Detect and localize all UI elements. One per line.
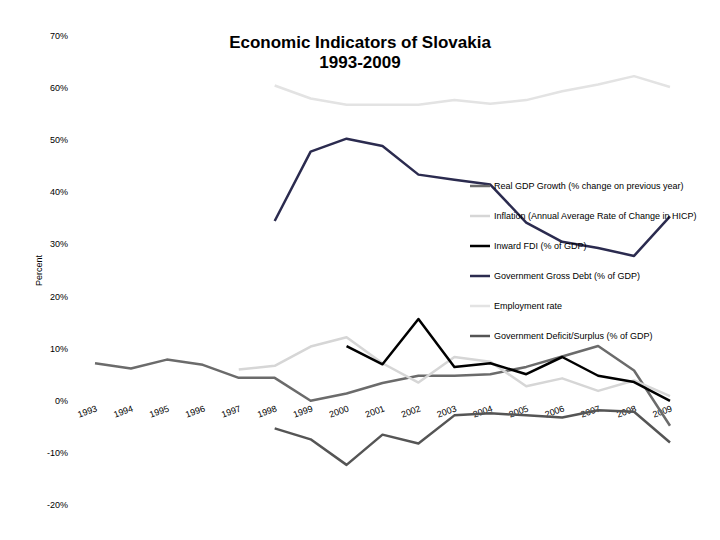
legend-swatch <box>470 275 490 278</box>
x-tick-label: 1998 <box>256 403 278 419</box>
y-tick-label: 30% <box>50 239 68 249</box>
y-tick-label: 40% <box>50 187 68 197</box>
plot-area <box>95 76 670 465</box>
legend-label: Inward FDI (% of GDP) <box>494 241 587 251</box>
y-tick-label: -10% <box>47 448 68 458</box>
x-tick-label: 2001 <box>364 403 386 419</box>
legend-swatch <box>470 305 490 308</box>
y-tick-label: 0% <box>55 396 68 406</box>
legend-swatch <box>470 335 490 338</box>
x-tick-label: 2000 <box>328 403 350 419</box>
legend-label: Employment rate <box>494 301 562 311</box>
legend-swatch <box>470 245 490 248</box>
x-tick-label: 2002 <box>400 403 422 419</box>
legend-label: Real GDP Growth (% change on previous ye… <box>494 181 683 191</box>
x-tick-label: 2009 <box>651 403 673 419</box>
x-tick-label: 1995 <box>148 403 170 419</box>
x-tick-label: 2005 <box>508 403 530 419</box>
x-tick-label: 1996 <box>184 403 206 419</box>
title: Economic Indicators of Slovakia <box>229 33 491 52</box>
legend-swatch <box>470 185 490 188</box>
x-tick-label: 1997 <box>220 403 242 419</box>
y-tick-label: 20% <box>50 292 68 302</box>
series-line <box>275 76 670 105</box>
x-tick-label: 2003 <box>436 403 458 419</box>
x-tick-label: 2004 <box>472 403 494 419</box>
y-tick-label: 70% <box>50 31 68 41</box>
y-axis-label: Percent <box>34 254 44 286</box>
y-tick-label: -20% <box>47 500 68 510</box>
legend-label: Inflation (Annual Average Rate of Change… <box>494 211 696 221</box>
series-line <box>275 139 670 256</box>
y-tick-label: 50% <box>50 135 68 145</box>
subtitle: 1993-2009 <box>319 53 400 72</box>
legend-label: Government Gross Debt (% of GDP) <box>494 271 640 281</box>
series-line <box>347 319 670 401</box>
y-tick-label: 60% <box>50 83 68 93</box>
chart: Economic Indicators of Slovakia1993-2009… <box>0 0 720 540</box>
legend-swatch <box>470 215 490 218</box>
legend-label: Government Deficit/Surplus (% of GDP) <box>494 331 653 341</box>
y-tick-label: 10% <box>50 344 68 354</box>
series-line <box>275 410 670 465</box>
x-tick-label: 1994 <box>112 403 134 419</box>
x-tick-label: 1993 <box>76 403 98 419</box>
x-tick-label: 1999 <box>292 403 314 419</box>
